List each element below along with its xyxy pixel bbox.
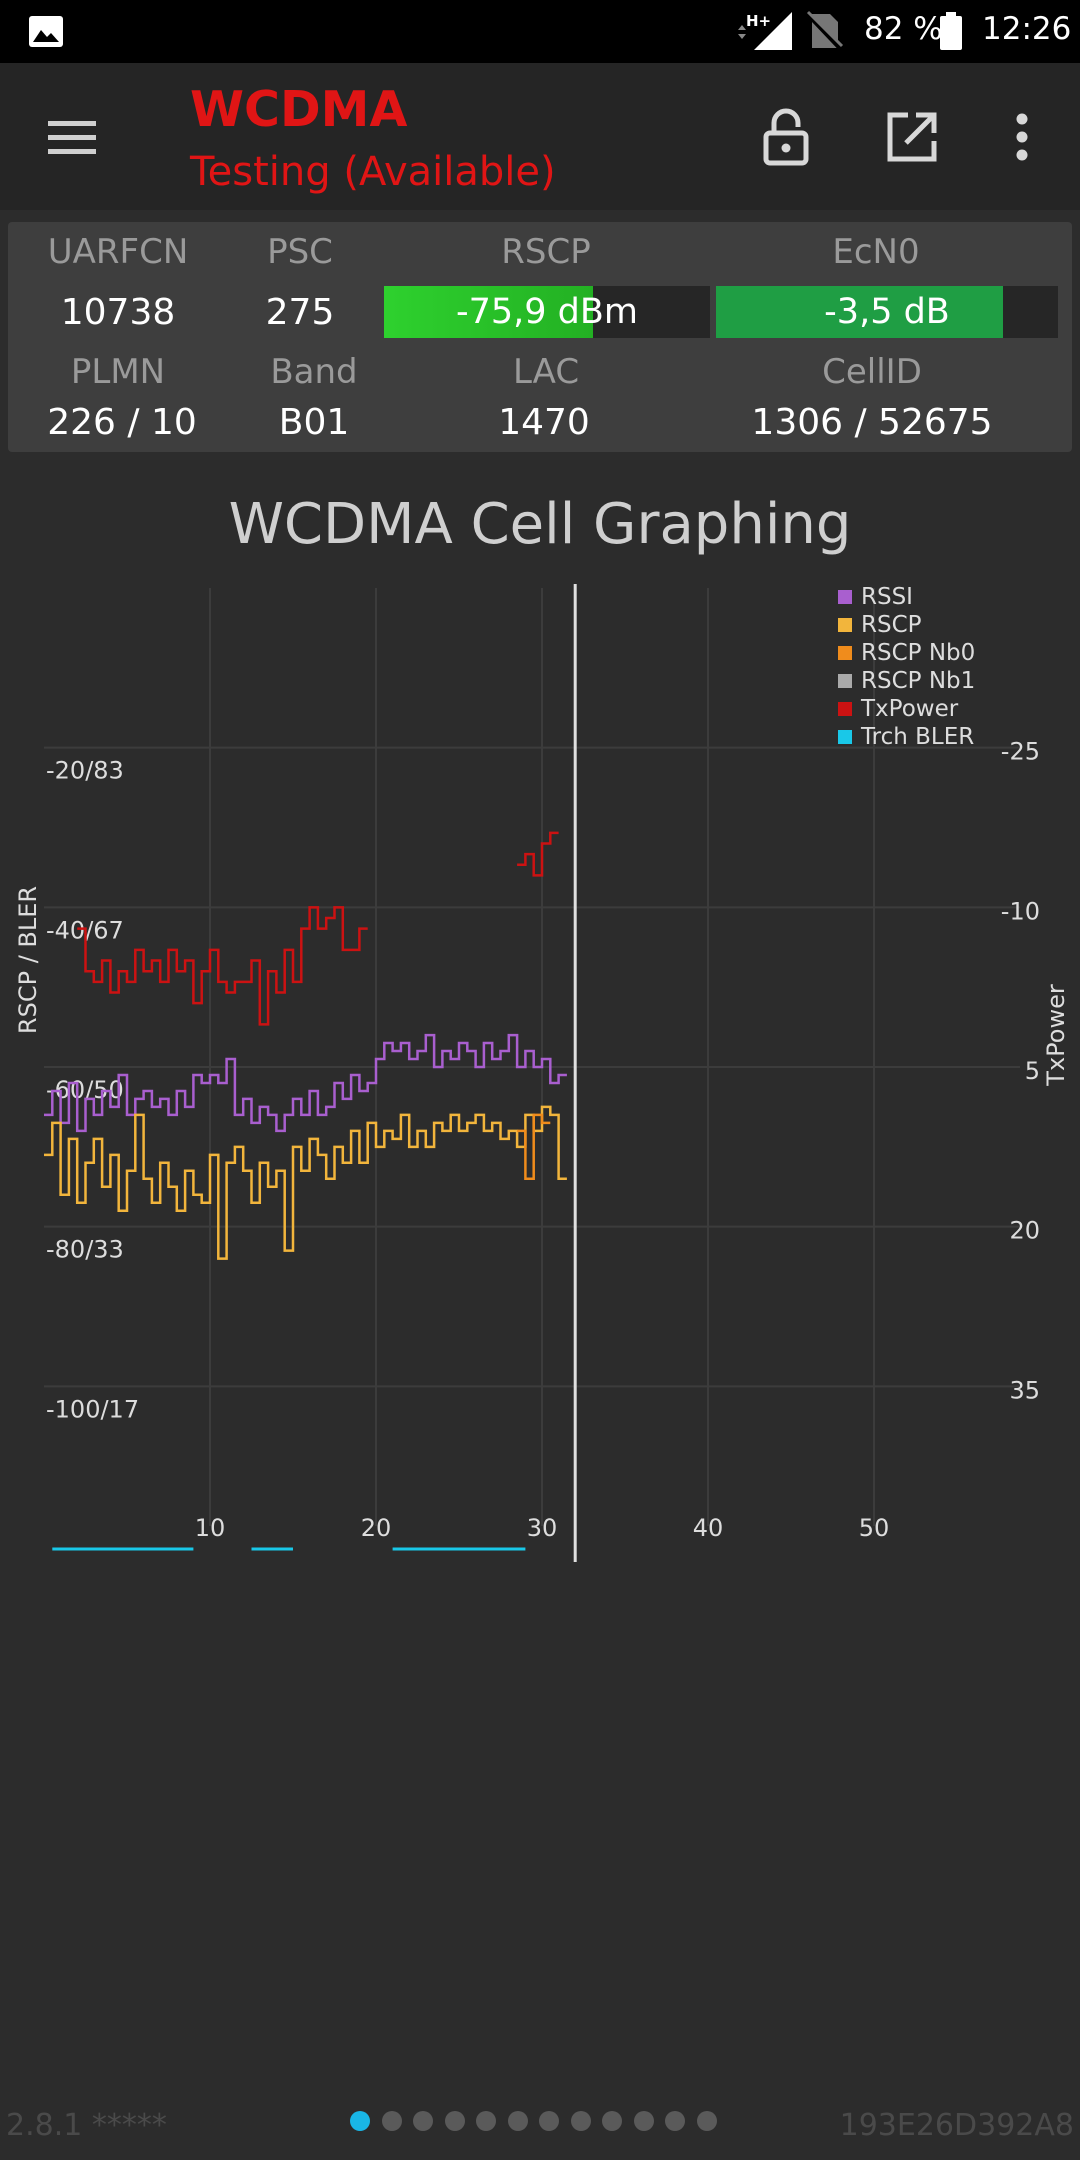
rscp-value: -75,9 dBm [455, 292, 638, 332]
legend-swatch [838, 702, 852, 716]
ecn0-value: -3,5 dB [824, 292, 950, 332]
y-tick-label-right: 35 [1009, 1376, 1040, 1404]
y-tick-label-right: 20 [1009, 1217, 1040, 1245]
cell-info-card: UARFCN PSC RSCP EcN0 10738 275 -75,9 dBm… [8, 222, 1072, 452]
ecn0-label: EcN0 [832, 232, 920, 272]
page-dot[interactable] [570, 2111, 591, 2131]
page-dot[interactable] [665, 2111, 685, 2131]
no-sim-icon [804, 10, 844, 52]
legend-label: TxPower [860, 696, 959, 722]
page-dot[interactable] [539, 2111, 559, 2131]
rscp-meter: -75,9 dBm [384, 286, 710, 338]
uarfcn-value: 10738 [60, 292, 176, 333]
page-dot[interactable] [476, 2111, 496, 2131]
plmn-value: 226 / 10 [47, 402, 197, 443]
uarfcn-label: UARFCN [47, 232, 189, 272]
legend-swatch [838, 590, 852, 604]
page-dot[interactable] [381, 2111, 402, 2131]
series-line-txpower [517, 831, 559, 877]
app-subtitle: Testing (Available) [190, 149, 556, 195]
psc-label: PSC [267, 232, 333, 272]
ecn0-meter: -3,5 dB [716, 286, 1058, 338]
y-tick-label-left: -80/33 [46, 1236, 124, 1264]
y-tick-label-left: -20/83 [46, 757, 124, 785]
psc-value: 275 [265, 292, 335, 333]
cell-graph-chart: -20/83-40/67-60/50-80/33-100/17-25-10520… [14, 584, 1070, 1562]
page-dot[interactable] [633, 2111, 654, 2131]
device-id: 193E26D392A8 [839, 2108, 1074, 2143]
y-tick-label-left: -100/17 [46, 1395, 139, 1423]
page-dot[interactable] [350, 2111, 370, 2131]
y2-axis-title: TxPower [1042, 984, 1070, 1087]
chart-title: WCDMA Cell Graphing [228, 492, 852, 557]
rscp-label: RSCP [501, 232, 591, 272]
x-tick-label: 50 [859, 1514, 890, 1542]
rscp-meter-fill [384, 286, 593, 338]
page-dot[interactable] [444, 2111, 465, 2131]
lac-label: LAC [512, 352, 580, 392]
x-tick-label: 40 [693, 1514, 724, 1542]
battery-percent: 82 % [864, 11, 943, 47]
y-axis-title: RSCP / BLER [14, 886, 42, 1034]
page-dot[interactable] [696, 2111, 717, 2131]
legend-label: RSCP Nb0 [861, 640, 975, 666]
legend-label: RSSI [861, 584, 913, 610]
series-line-txpower [77, 906, 368, 1026]
app-title: WCDMA [190, 81, 408, 138]
legend-label: Trch BLER [860, 724, 974, 750]
network-type-label: H+ [746, 12, 771, 30]
series-line-rscp-nb0 [517, 1113, 551, 1181]
signal-icon: H+ [738, 12, 792, 50]
legend-swatch [838, 646, 852, 660]
band-label: Band [270, 352, 358, 392]
legend-swatch [838, 674, 852, 688]
clock: 12:26 [982, 11, 1072, 47]
x-tick-label: 10 [195, 1514, 226, 1542]
series-line-rssi [44, 1033, 567, 1133]
y-tick-label-right: -10 [1001, 897, 1040, 925]
app-bar: WCDMA Testing (Available) [0, 63, 1080, 210]
y-tick-label-right: -25 [1001, 738, 1040, 766]
page-dot[interactable] [413, 2111, 433, 2131]
legend-label: RSCP Nb1 [861, 668, 975, 694]
page-dot[interactable] [507, 2111, 528, 2131]
plmn-label: PLMN [70, 352, 166, 392]
page-dot[interactable] [602, 2111, 622, 2131]
legend-label: RSCP [861, 612, 922, 638]
app-version: 2.8.1 ***** [6, 2108, 167, 2143]
status-bar: H+ 82 % 12:26 [0, 0, 1080, 63]
menu-icon[interactable] [40, 107, 104, 167]
lock-icon[interactable] [758, 107, 814, 167]
more-vert-icon[interactable] [1000, 105, 1044, 169]
ecn0-meter-fill [716, 286, 1004, 338]
gallery-icon [29, 16, 63, 47]
legend-swatch [838, 730, 852, 744]
open-external-icon[interactable] [884, 109, 940, 165]
x-tick-label: 30 [527, 1514, 558, 1542]
band-value: B01 [278, 402, 350, 443]
cellid-label: CellID [822, 352, 922, 392]
legend-swatch [838, 618, 852, 632]
battery-icon [940, 12, 962, 50]
lac-value: 1470 [498, 402, 590, 443]
cellid-value: 1306 / 52675 [751, 402, 993, 443]
series-line-rscp [44, 1105, 567, 1260]
y-tick-label-right: 5 [1025, 1057, 1040, 1085]
x-tick-label: 20 [361, 1514, 392, 1542]
